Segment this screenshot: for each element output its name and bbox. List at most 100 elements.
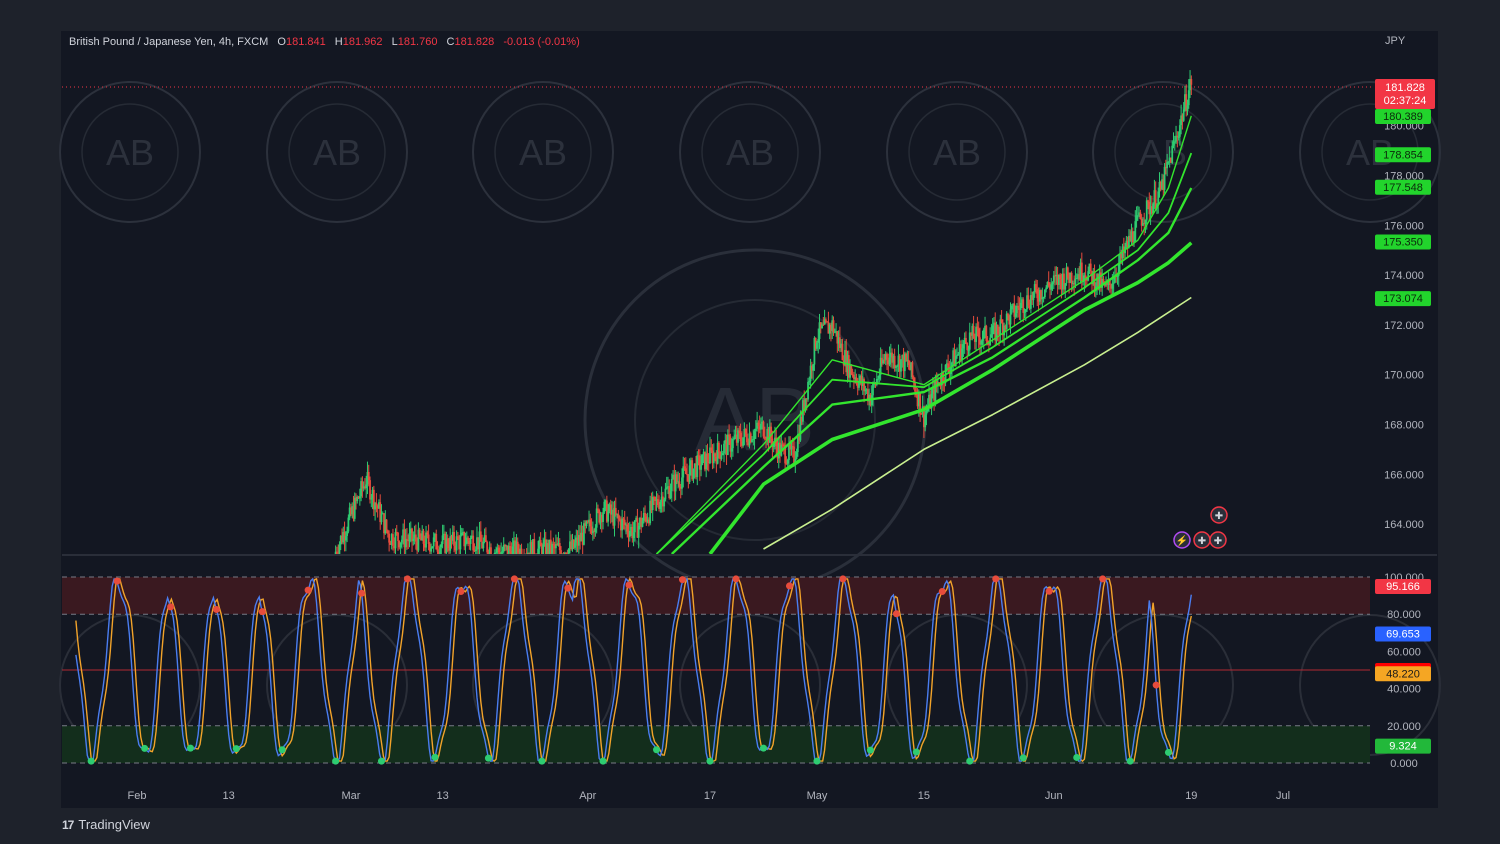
- candle-body: [664, 488, 667, 500]
- y-tick-label: 170.000: [1384, 370, 1424, 382]
- candle-body: [961, 348, 964, 361]
- candle-body: [574, 542, 576, 548]
- candle-body: [579, 535, 582, 542]
- candle-body: [1097, 273, 1100, 288]
- candle-body: [1018, 307, 1021, 310]
- chart-frame[interactable]: [61, 31, 1438, 808]
- candle-body: [1054, 275, 1056, 277]
- candle-body: [397, 532, 399, 541]
- overbought-signal-dot: [304, 586, 312, 594]
- candle-body: [788, 443, 790, 461]
- candle-body: [1024, 309, 1027, 312]
- candle-body: [612, 509, 615, 526]
- candle-body: [541, 546, 543, 554]
- candle-body: [1065, 267, 1068, 284]
- watermark-initials: AB: [313, 132, 361, 173]
- candle-body: [690, 460, 692, 466]
- candle-body: [719, 451, 722, 460]
- candle-body: [527, 552, 529, 554]
- candle-body: [993, 322, 995, 326]
- candle-body: [718, 442, 720, 452]
- watermark-initials: AB: [519, 132, 567, 173]
- candle-body: [768, 426, 771, 443]
- candle-body: [407, 539, 410, 542]
- candle-body: [743, 428, 746, 438]
- candle-body: [462, 532, 464, 534]
- candle-body: [1051, 282, 1054, 285]
- candle-body: [816, 342, 818, 349]
- candle-body: [422, 530, 425, 544]
- lightning-icon[interactable]: [1173, 531, 1191, 549]
- candle-body: [728, 434, 730, 437]
- candle-body: [990, 334, 993, 338]
- oversold-signal-dot: [278, 746, 286, 754]
- candle-body: [791, 446, 794, 448]
- candle-body: [882, 359, 885, 364]
- candle-body: [639, 517, 641, 526]
- candle-body: [1116, 275, 1119, 277]
- candle-body: [1140, 219, 1143, 226]
- candle-body: [408, 532, 411, 542]
- candle-body: [1178, 125, 1181, 137]
- candle-body: [970, 332, 972, 336]
- ma-value-label: 178.854: [1383, 149, 1423, 161]
- candle-body: [1043, 289, 1046, 298]
- candle-body: [493, 552, 496, 554]
- candle-body: [760, 423, 762, 430]
- candle-body: [334, 551, 337, 554]
- candle-body: [879, 357, 882, 375]
- candle-body: [544, 539, 547, 554]
- close-value: 181.828: [454, 36, 494, 48]
- candle-body: [460, 532, 463, 536]
- candle-body: [1175, 135, 1177, 142]
- candle-body: [716, 442, 719, 464]
- candle-body: [850, 364, 853, 375]
- candle-body: [1114, 275, 1116, 283]
- candle-body: [646, 519, 649, 522]
- watermark-ring: [472, 81, 614, 223]
- candle-body: [627, 531, 630, 537]
- close-label: C: [447, 36, 455, 48]
- candle-body: [571, 539, 574, 550]
- candle-body: [342, 532, 345, 543]
- candle-body: [855, 377, 858, 384]
- candle-body: [884, 354, 887, 360]
- candle-body: [374, 502, 377, 510]
- candle-body: [632, 532, 635, 539]
- candle-body: [749, 433, 752, 443]
- candle-body: [406, 538, 408, 540]
- candle-body: [553, 545, 556, 549]
- candle-body: [608, 504, 611, 512]
- uk-flag-icon-3[interactable]: [1209, 531, 1227, 549]
- candle-body: [504, 544, 506, 547]
- candle-body: [1161, 179, 1163, 190]
- candle-body: [1021, 299, 1023, 303]
- candle-body: [576, 537, 579, 546]
- candle-body: [513, 540, 515, 547]
- candle-body: [535, 556, 537, 558]
- candle-body: [709, 447, 711, 464]
- candle-body: [499, 552, 501, 554]
- oversold-signal-dot: [1126, 757, 1134, 765]
- oversold-signal-dot: [377, 757, 385, 765]
- candle-body: [934, 380, 937, 401]
- candle-body: [754, 428, 757, 432]
- candle-body: [982, 329, 985, 339]
- candle-body: [358, 496, 361, 499]
- candle-body: [455, 536, 458, 551]
- uk-flag-icon[interactable]: [1210, 506, 1228, 524]
- candle-body: [852, 374, 855, 379]
- events[interactable]: ✚ ⚡ ✚ ✚: [1173, 506, 1228, 549]
- candle-body: [919, 393, 921, 414]
- candle-body: [432, 537, 435, 547]
- candle-body: [953, 350, 956, 367]
- candle-body: [1105, 282, 1107, 286]
- candle-body: [1013, 303, 1016, 317]
- candle-body: [984, 325, 986, 330]
- candle-body: [614, 507, 617, 515]
- candle-body: [1069, 272, 1072, 283]
- candle-body: [1106, 282, 1109, 286]
- candle-body: [416, 541, 419, 551]
- tradingview-logo[interactable]: 17 TradingView: [62, 817, 150, 832]
